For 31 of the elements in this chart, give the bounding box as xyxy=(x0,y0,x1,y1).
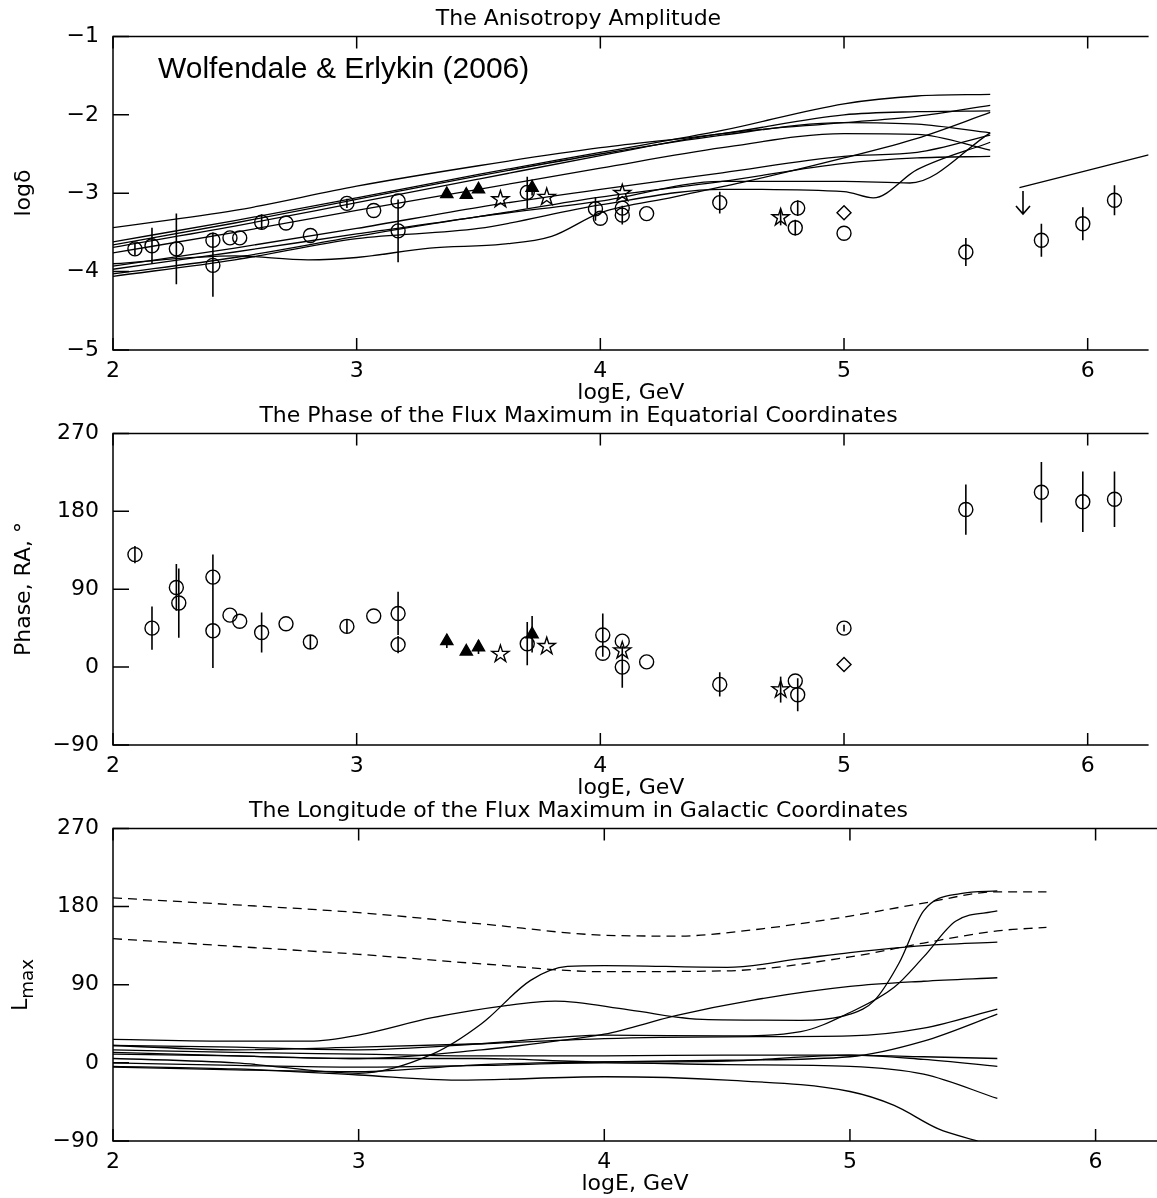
y-tick-label: 90 xyxy=(71,574,99,600)
x-tick-label: 5 xyxy=(837,356,852,382)
y-tick-label: 180 xyxy=(57,497,99,523)
y-axis-title: logδ xyxy=(9,169,35,217)
y-tick-label: −90 xyxy=(52,1126,99,1152)
y-tick-label: −3 xyxy=(66,178,99,204)
y-tick-label: −5 xyxy=(66,335,99,361)
y-tick-label: 90 xyxy=(71,970,99,996)
y-tick-label: 270 xyxy=(57,814,99,840)
x-tick-label: 3 xyxy=(349,356,364,382)
x-tick-label: 2 xyxy=(106,751,120,777)
x-tick-label: 2 xyxy=(106,1147,120,1173)
y-tick-label: 0 xyxy=(85,652,99,678)
annotation: Wolfendale & Erlykin (2006) xyxy=(158,50,530,84)
y-tick-label: −2 xyxy=(66,100,99,126)
x-tick-label: 5 xyxy=(837,751,852,777)
x-tick-label: 2 xyxy=(106,356,120,382)
y-tick-label: −1 xyxy=(66,22,99,48)
x-tick-label: 3 xyxy=(351,1147,366,1173)
y-tick-label: 0 xyxy=(85,1048,99,1074)
y-tick-label: −4 xyxy=(66,257,99,283)
chart-title: The Anisotropy Amplitude xyxy=(434,4,722,30)
x-tick-label: 5 xyxy=(842,1147,857,1173)
y-axis-title: Phase, RA, ° xyxy=(9,522,35,657)
y-tick-label: 270 xyxy=(57,419,99,445)
x-tick-label: 3 xyxy=(349,751,364,777)
x-tick-label: 6 xyxy=(1080,356,1095,382)
y-tick-label: −90 xyxy=(52,730,99,756)
x-tick-label: 6 xyxy=(1080,751,1095,777)
x-tick-label: 6 xyxy=(1088,1147,1103,1173)
y-tick-label: 180 xyxy=(57,892,99,918)
